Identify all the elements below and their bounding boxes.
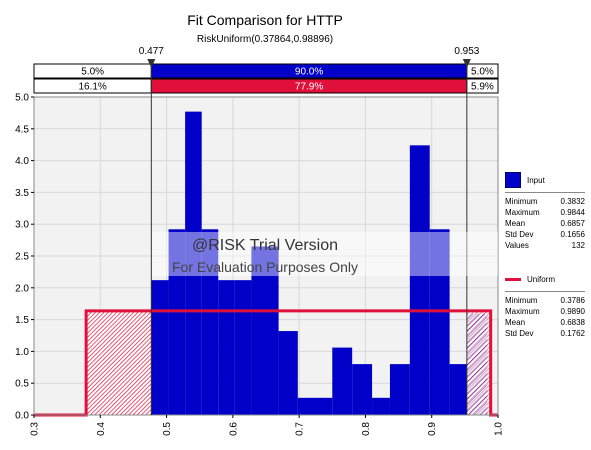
axes: 0.0 0.5 1.0 1.5 2.0 2.5 3.0 3.5 4.0 4.5 5.0 0.3 0.4 0…	[15, 93, 504, 436]
input-stats: Minimum 0.3832 Maximum 0.9844 Mean 0.6857 Std …	[505, 196, 585, 251]
y-tick-label: 3.0	[15, 220, 29, 231]
stat-row: Maximum 0.9844	[505, 207, 585, 218]
y-tick-label: 4.0	[15, 156, 29, 167]
stat-row: Values 132	[505, 240, 585, 251]
y-tick-label: 1.0	[15, 347, 29, 358]
watermark-line-1: @RISK Trial Version	[192, 237, 338, 254]
stat-value: 0.9890	[560, 307, 585, 316]
stat-value: 0.6838	[560, 318, 585, 327]
stat-key: Maximum	[505, 208, 540, 217]
x-tick-label: 0.3	[30, 422, 41, 436]
band-middle-label: 77.9%	[295, 82, 323, 93]
histogram-bar	[185, 111, 202, 416]
uniform-tail-right	[466, 310, 491, 415]
y-tick-label: 2.0	[15, 283, 29, 294]
x-tick-label: 0.8	[361, 422, 372, 436]
histogram-bar	[278, 331, 298, 415]
y-tick-label: 4.5	[15, 124, 29, 135]
chart-subtitle: RiskUniform(0.37864,0.98896)	[197, 34, 333, 45]
histogram-bar	[168, 229, 186, 415]
marker-handle-right	[462, 59, 471, 68]
x-tick-label: 0.6	[228, 422, 239, 436]
stat-key: Values	[505, 241, 529, 250]
marker-label-left: 0.477	[139, 46, 164, 57]
histogram-bar	[234, 280, 252, 415]
legend-divider	[505, 291, 585, 292]
y-tick-label: 3.5	[15, 188, 29, 199]
x-tick-label: 0.7	[295, 422, 306, 436]
stat-value: 0.3832	[560, 197, 585, 206]
stat-key: Maximum	[505, 307, 540, 316]
y-tick-label: 2.5	[15, 252, 29, 263]
marker-label-right: 0.953	[454, 46, 479, 57]
stat-key: Std Dev	[505, 230, 534, 239]
histogram-bar	[332, 347, 353, 415]
percentile-bands: 5.0% 90.0% 5.0% 16.1% 77.9% 5.9%	[33, 63, 499, 94]
stat-row: Maximum 0.9890	[505, 306, 585, 317]
histogram-bar	[297, 397, 333, 415]
stat-value: 0.1762	[560, 329, 585, 338]
x-tick-label: 0.4	[96, 422, 107, 436]
stat-row: Minimum 0.3832	[505, 196, 585, 207]
histogram-bar	[151, 280, 169, 415]
stat-key: Std Dev	[505, 329, 534, 338]
plot-area	[33, 96, 499, 417]
histogram-bar	[429, 229, 450, 415]
stat-row: Std Dev 0.1656	[505, 229, 585, 240]
histogram-bar	[409, 145, 430, 415]
uniform-swatch	[505, 277, 521, 281]
stat-value: 0.9844	[560, 208, 585, 217]
legend-divider	[505, 192, 585, 193]
percentile-markers[interactable]: 0.477 0.953	[139, 46, 480, 415]
watermark-backdrop	[152, 232, 498, 276]
band-right-label: 5.0%	[471, 67, 494, 78]
stat-value: 0.1656	[560, 230, 585, 239]
band-middle-label: 90.0%	[295, 67, 323, 78]
stat-value: 0.3786	[560, 296, 585, 305]
uniform-tail-left	[86, 310, 152, 415]
stat-row: Mean 0.6857	[505, 218, 585, 229]
band-left-label: 5.0%	[81, 67, 104, 78]
y-tick-label: 0.0	[15, 411, 29, 422]
stat-key: Mean	[505, 318, 526, 327]
histogram-bar	[352, 364, 373, 415]
stat-row: Minimum 0.3786	[505, 295, 585, 306]
watermark-line-2: For Evaluation Purposes Only	[172, 259, 358, 275]
stat-row: Std Dev 0.1762	[505, 328, 585, 339]
histogram-bar	[251, 246, 279, 415]
histogram-bar	[449, 364, 467, 415]
stat-row: Mean 0.6838	[505, 317, 585, 328]
stat-key: Minimum	[505, 296, 538, 305]
y-tick-label: 1.5	[15, 315, 29, 326]
y-tick-label: 5.0	[15, 93, 29, 104]
marker-handle-left	[147, 59, 156, 68]
histogram-bar	[218, 280, 235, 415]
x-tick-label: 0.5	[162, 422, 173, 436]
histogram-bar	[389, 364, 410, 415]
legend-uniform-label: Uniform	[527, 274, 556, 284]
chart-title: Fit Comparison for HTTP	[187, 12, 343, 28]
legend: Input Minimum 0.3832 Maximum 0.9844 Mean 0.68…	[505, 172, 585, 339]
legend-uniform-entry: Uniform	[505, 271, 585, 287]
stat-key: Mean	[505, 219, 526, 228]
uniform-stats: Minimum 0.3786 Maximum 0.9890 Mean 0.6838 Std …	[505, 295, 585, 339]
histogram-bar	[372, 397, 390, 415]
input-swatch	[505, 172, 521, 188]
x-tick-label: 0.9	[427, 422, 438, 436]
legend-input-label: Input	[527, 175, 545, 185]
band-right-label: 5.9%	[471, 82, 494, 93]
stat-value: 0.6857	[560, 219, 585, 228]
trial-watermark: @RISK Trial Version For Evaluation Purpos…	[152, 232, 498, 276]
x-tick-label: 1.0	[494, 422, 505, 436]
legend-input-entry: Input	[505, 172, 585, 188]
y-tick-label: 0.5	[15, 379, 29, 390]
stat-value: 132	[571, 241, 585, 250]
band-left-label: 16.1%	[78, 82, 106, 93]
histogram-bar	[201, 229, 219, 415]
stat-key: Minimum	[505, 197, 538, 206]
